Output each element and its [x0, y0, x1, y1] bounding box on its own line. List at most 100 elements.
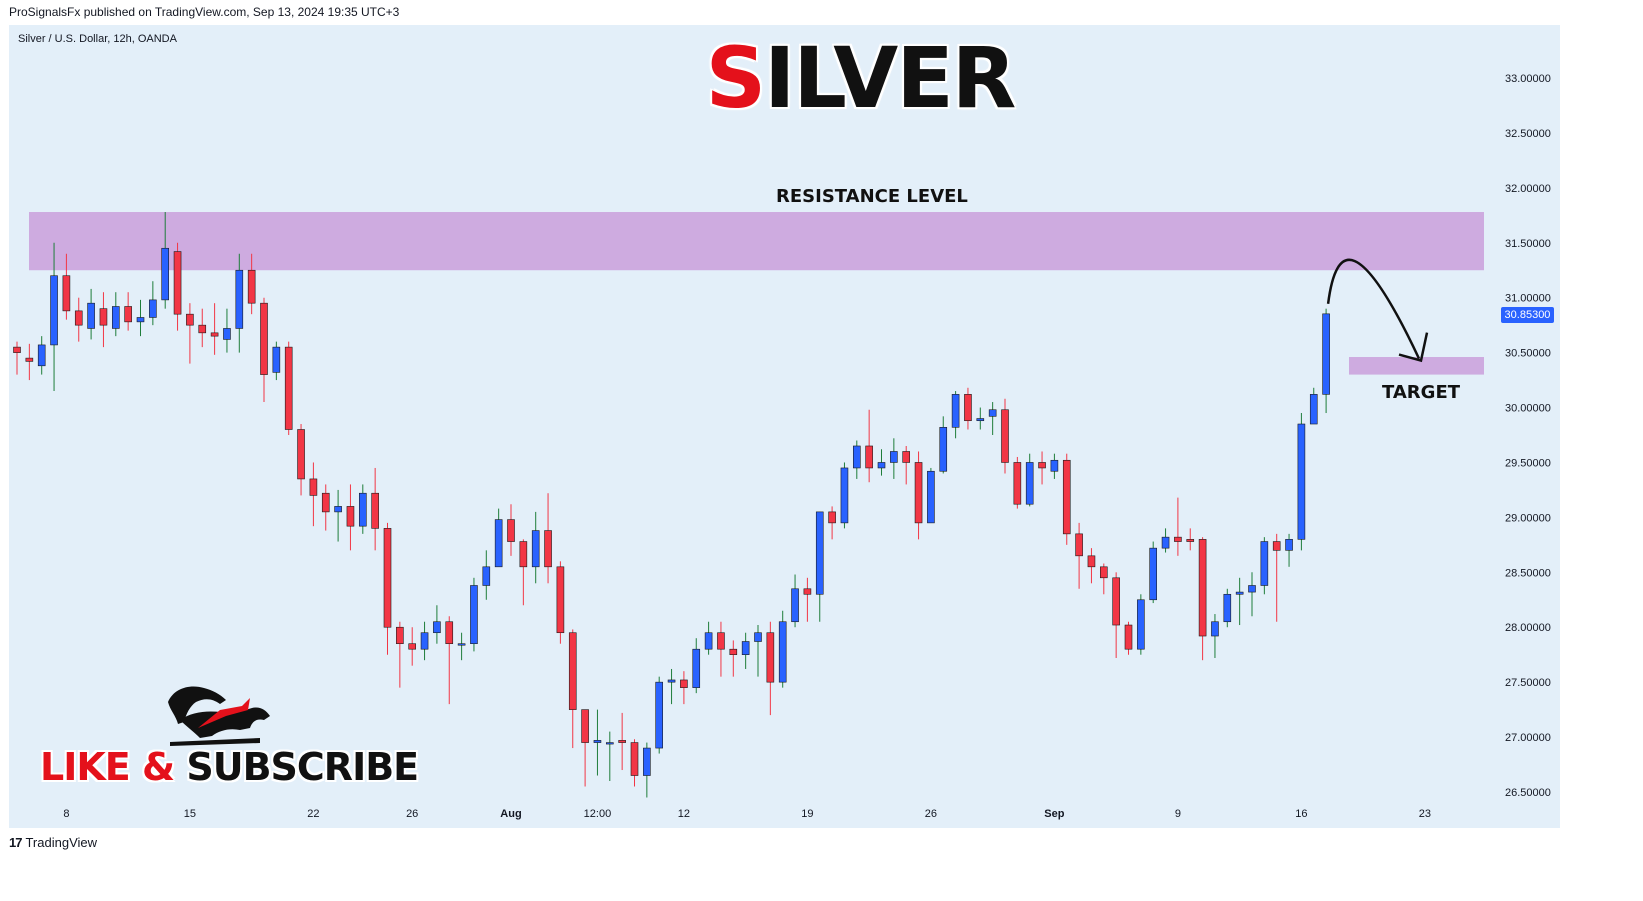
candle[interactable] — [1137, 594, 1145, 655]
candle[interactable] — [112, 292, 120, 337]
candle[interactable] — [210, 303, 219, 355]
candle[interactable] — [1124, 621, 1133, 655]
candle[interactable] — [13, 341, 21, 375]
candle[interactable] — [593, 709, 602, 776]
candle[interactable] — [1075, 522, 1083, 589]
candle[interactable] — [1174, 497, 1182, 556]
candle[interactable] — [988, 402, 997, 435]
candle[interactable] — [457, 632, 466, 661]
candle[interactable] — [1025, 453, 1034, 507]
candle[interactable] — [445, 616, 454, 705]
candle[interactable] — [408, 627, 417, 666]
candle[interactable] — [346, 484, 355, 551]
candle[interactable] — [1087, 548, 1096, 584]
candle[interactable] — [297, 424, 305, 496]
candle[interactable] — [173, 242, 182, 331]
candle[interactable] — [964, 387, 972, 430]
candlestick-chart[interactable]: 33.00000 32.50000 32.00000 31.50000 31.00000… — [9, 25, 1560, 828]
candle[interactable] — [902, 445, 911, 485]
candle[interactable] — [729, 640, 738, 677]
candle[interactable] — [519, 539, 528, 606]
candle[interactable] — [815, 511, 824, 622]
candle[interactable] — [1112, 572, 1120, 658]
candle[interactable] — [692, 638, 701, 694]
candle[interactable] — [1297, 413, 1306, 551]
candle[interactable] — [766, 621, 775, 716]
candle[interactable] — [186, 303, 194, 364]
candle[interactable] — [556, 561, 565, 644]
candle[interactable] — [581, 709, 589, 787]
candle[interactable] — [667, 668, 676, 705]
candle[interactable] — [37, 336, 46, 375]
candle[interactable] — [1100, 563, 1108, 595]
candle[interactable] — [1322, 308, 1330, 414]
candle[interactable] — [939, 416, 948, 474]
candle[interactable] — [1013, 456, 1022, 509]
candle[interactable] — [1235, 577, 1244, 626]
candle[interactable] — [223, 308, 231, 353]
candle[interactable] — [890, 438, 898, 479]
candle[interactable] — [791, 574, 799, 628]
candle[interactable] — [605, 731, 614, 782]
candle[interactable] — [198, 308, 207, 348]
candle[interactable] — [371, 467, 379, 551]
candle[interactable] — [927, 467, 935, 524]
candle[interactable] — [741, 632, 750, 669]
candle[interactable] — [321, 484, 330, 531]
candle[interactable] — [1198, 537, 1207, 661]
candle[interactable] — [149, 281, 157, 326]
candle[interactable] — [1050, 453, 1059, 479]
candle[interactable] — [87, 288, 95, 340]
candle[interactable] — [420, 621, 429, 661]
candle[interactable] — [272, 341, 281, 381]
candle[interactable] — [1211, 614, 1219, 658]
candle[interactable] — [433, 605, 441, 644]
candle[interactable] — [828, 506, 836, 540]
candle[interactable] — [717, 621, 725, 677]
candle[interactable] — [1001, 398, 1009, 474]
candle[interactable] — [470, 577, 478, 652]
candle[interactable] — [531, 511, 540, 584]
candle[interactable] — [1186, 528, 1195, 551]
candle[interactable] — [383, 522, 392, 655]
candle[interactable] — [124, 292, 132, 331]
candle[interactable] — [247, 253, 256, 315]
candle[interactable] — [754, 625, 762, 677]
candle[interactable] — [1062, 453, 1071, 545]
candle[interactable] — [235, 253, 244, 353]
candle[interactable] — [1272, 533, 1281, 622]
chart-area[interactable]: 33.00000 32.50000 32.00000 31.50000 31.00000… — [9, 25, 1560, 828]
candle[interactable] — [507, 504, 515, 556]
candle[interactable] — [334, 489, 342, 542]
candle[interactable] — [99, 292, 108, 348]
candle[interactable] — [680, 671, 688, 705]
candle[interactable] — [1285, 533, 1293, 567]
candle[interactable] — [914, 451, 923, 540]
candle[interactable] — [1248, 572, 1256, 617]
candle[interactable] — [25, 343, 34, 381]
candle[interactable] — [1161, 528, 1170, 553]
candle[interactable] — [494, 508, 503, 568]
candle[interactable] — [1309, 387, 1318, 425]
candle[interactable] — [568, 629, 577, 749]
candle[interactable] — [630, 739, 639, 787]
candle[interactable] — [161, 212, 169, 309]
candle[interactable] — [976, 407, 985, 430]
candle[interactable] — [1223, 588, 1232, 628]
candle[interactable] — [358, 484, 367, 534]
candle[interactable] — [50, 242, 58, 392]
candle[interactable] — [865, 409, 873, 483]
candle[interactable] — [544, 493, 552, 584]
candle[interactable] — [704, 621, 713, 655]
candle[interactable] — [1260, 537, 1269, 595]
candle[interactable] — [778, 610, 787, 688]
candle[interactable] — [655, 676, 664, 754]
candle[interactable] — [840, 462, 849, 529]
candle[interactable] — [309, 462, 318, 527]
candle[interactable] — [136, 299, 145, 337]
candle[interactable] — [877, 449, 886, 476]
candle[interactable] — [852, 440, 861, 479]
candle[interactable] — [260, 297, 268, 403]
candle[interactable] — [396, 621, 404, 688]
candle[interactable] — [1038, 451, 1046, 485]
